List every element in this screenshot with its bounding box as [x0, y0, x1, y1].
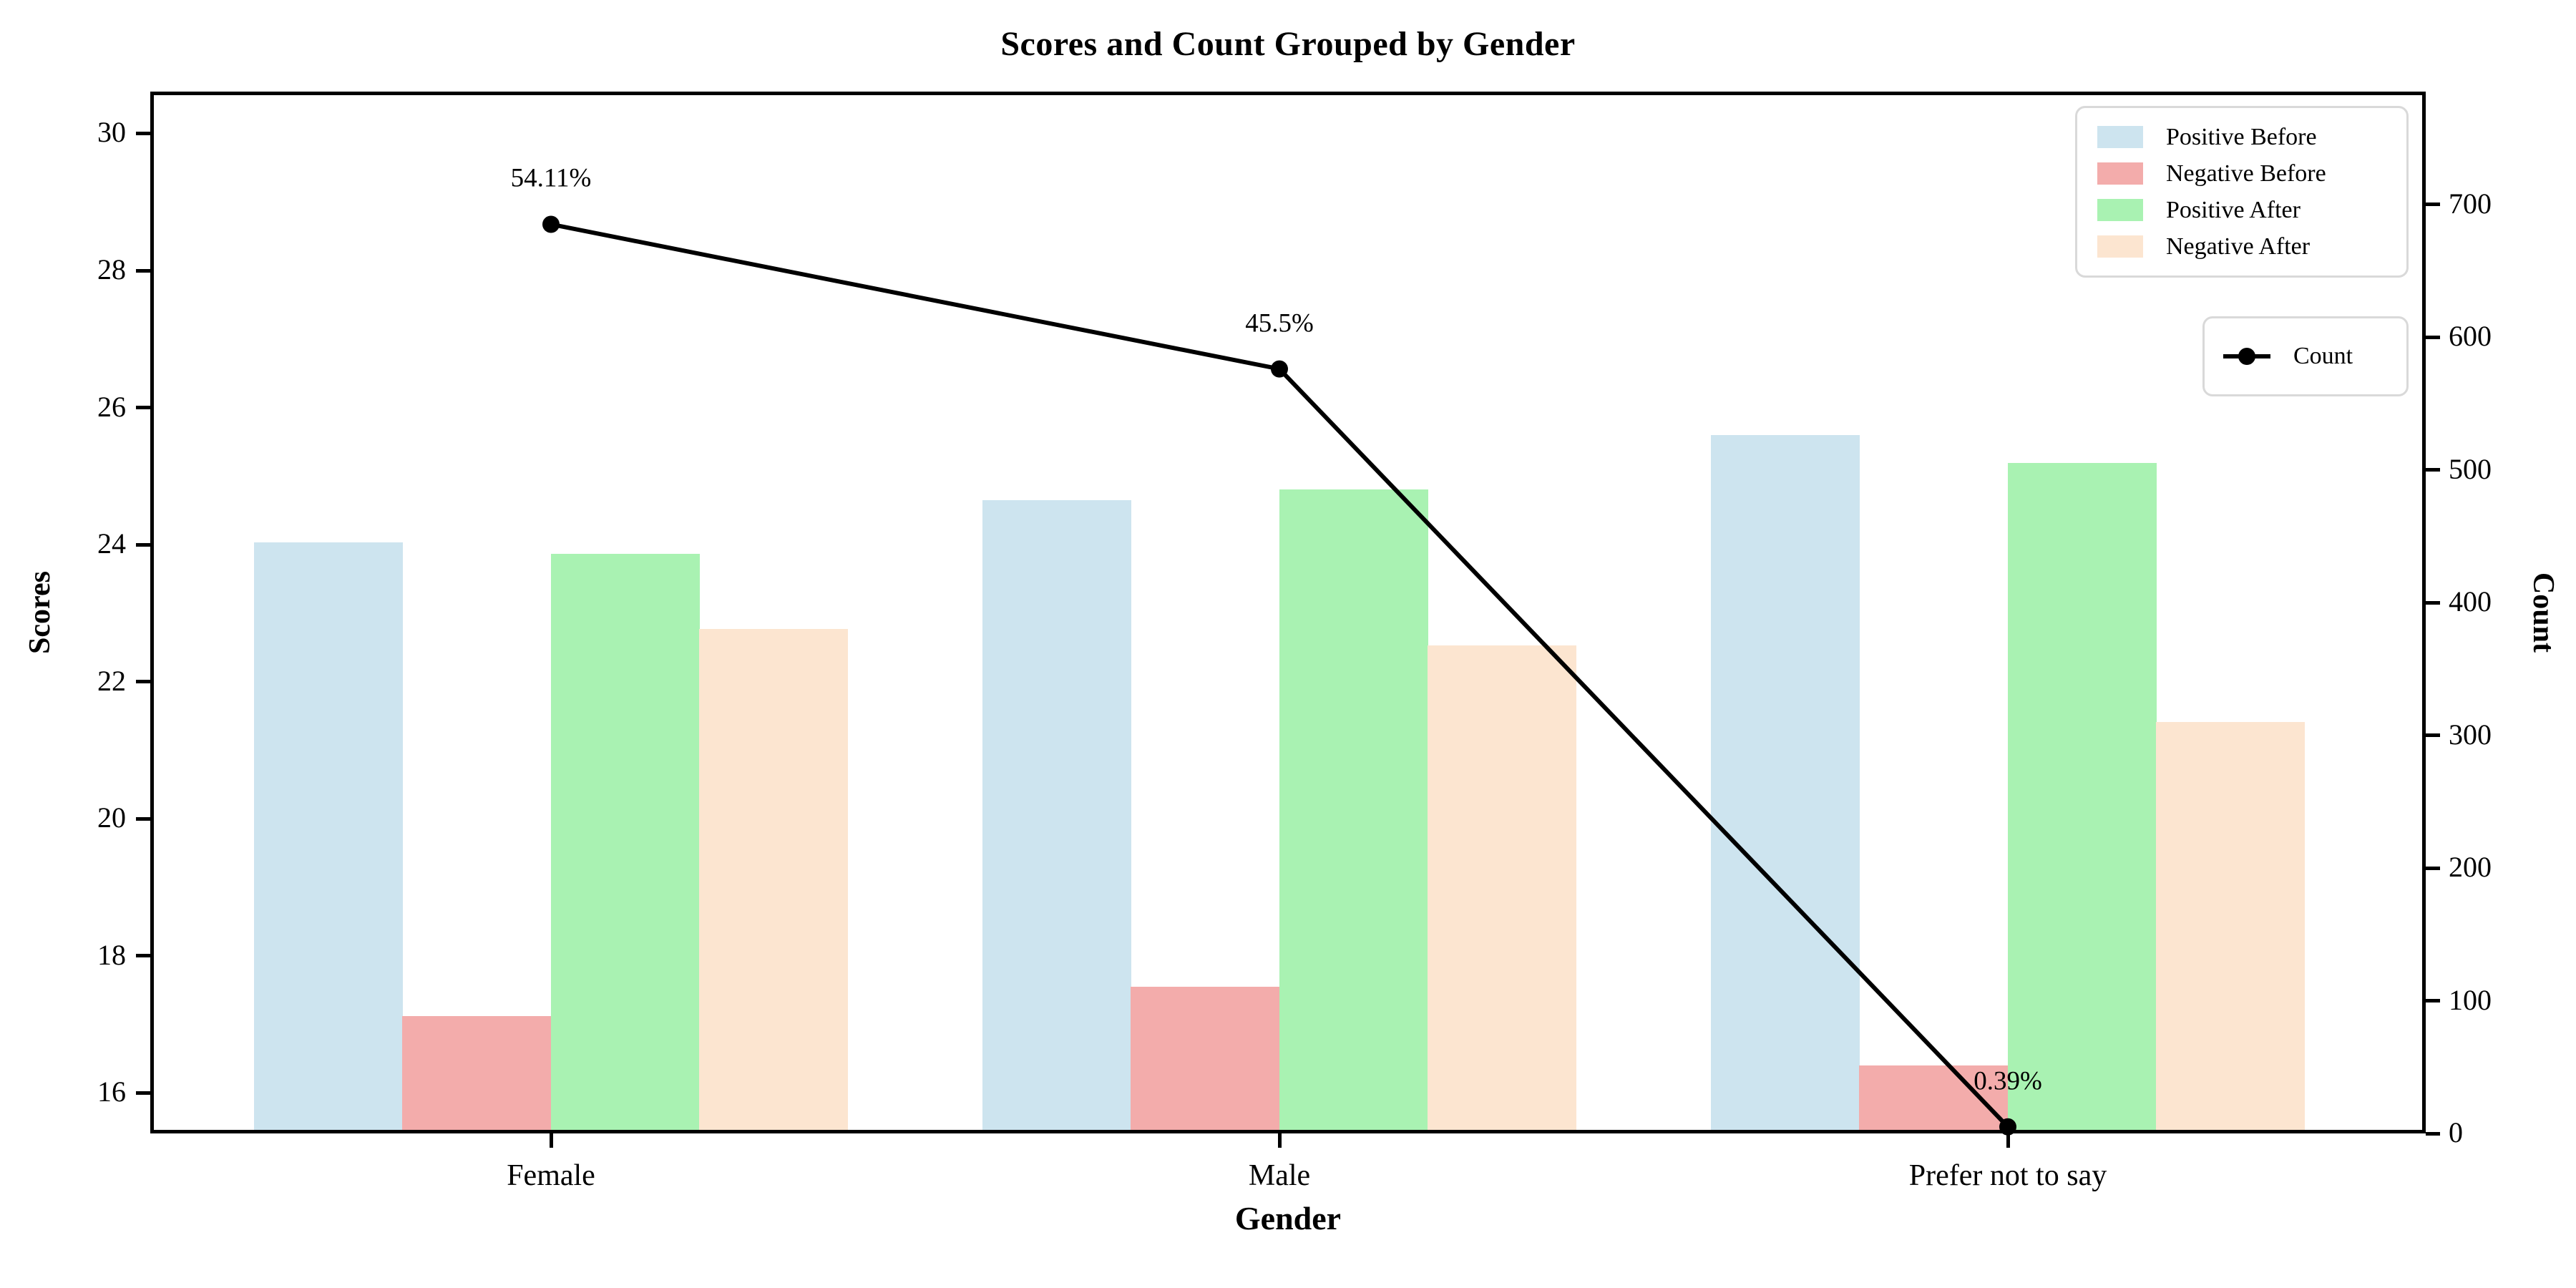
y-left-tick-label: 16 [97, 1075, 126, 1108]
y-axis-label-right: Count [2527, 572, 2560, 653]
bar-negative-after-prefer-not-to-say [2156, 722, 2305, 1133]
tick-mark [2426, 335, 2440, 339]
legend-label: Count [2293, 343, 2353, 369]
y-left-tick-label: 24 [97, 527, 126, 560]
legend-label: Negative After [2166, 233, 2311, 260]
legend-label: Positive Before [2166, 123, 2317, 150]
legend-item: Negative After [2097, 233, 2386, 260]
y-axis-label-left: Scores [24, 571, 57, 654]
tick-mark [136, 268, 150, 273]
y-left-tick-label: 18 [97, 938, 126, 971]
bar-positive-after-female [551, 553, 700, 1133]
count-point-label: 54.11% [510, 163, 592, 193]
y-right-tick-label: 600 [2449, 320, 2492, 353]
tick-mark [136, 406, 150, 410]
tick-mark [549, 1133, 553, 1148]
tick-mark [136, 816, 150, 821]
tick-mark [2426, 203, 2440, 207]
y-left-tick-label: 30 [97, 116, 126, 149]
y-right-tick-label: 100 [2449, 983, 2492, 1016]
x-tick-label: Female [507, 1159, 595, 1192]
bar-positive-before-female [254, 542, 403, 1133]
bar-negative-before-female [402, 1016, 551, 1133]
y-right-tick-label: 300 [2449, 718, 2492, 751]
y-left-tick-label: 28 [97, 253, 126, 286]
tick-mark [2426, 468, 2440, 472]
chart-title: Scores and Count Grouped by Gender [1000, 25, 1576, 63]
legend-item: Count [2223, 343, 2388, 370]
legend-item: Negative Before [2097, 160, 2386, 187]
tick-mark [2426, 1131, 2440, 1136]
legend-label: Positive After [2166, 196, 2301, 223]
bar-negative-before-male [1131, 987, 1279, 1133]
y-right-tick-label: 0 [2449, 1116, 2463, 1148]
tick-mark [136, 131, 150, 135]
tick-mark [2426, 733, 2440, 738]
legend-label: Negative Before [2166, 160, 2326, 187]
legend-item: Positive After [2097, 197, 2386, 224]
count-point-label: 45.5% [1245, 308, 1314, 338]
y-left-tick-label: 22 [97, 664, 126, 697]
legend-swatch-positive-before [2097, 126, 2143, 148]
y-right-tick-label: 200 [2449, 851, 2492, 884]
y-left-tick-label: 26 [97, 390, 126, 423]
tick-mark [2426, 600, 2440, 605]
bar-negative-after-male [1428, 645, 1576, 1133]
y-right-tick-label: 400 [2449, 585, 2492, 618]
legend-item: Positive Before [2097, 124, 2386, 151]
y-right-tick-label: 700 [2449, 187, 2492, 220]
y-right-tick-label: 500 [2449, 452, 2492, 485]
legend-line: Count [2202, 316, 2409, 396]
tick-mark [1277, 1133, 1282, 1148]
bar-positive-before-prefer-not-to-say [1711, 434, 1860, 1133]
tick-mark [2006, 1133, 2010, 1148]
y-left-tick-label: 20 [97, 801, 126, 834]
tick-mark [2426, 866, 2440, 870]
x-tick-label: Male [1248, 1159, 1311, 1192]
tick-mark [136, 954, 150, 958]
tick-mark [136, 1091, 150, 1095]
count-point-label: 0.39% [1974, 1066, 2042, 1096]
tick-mark [136, 542, 150, 547]
bar-negative-after-female [699, 628, 848, 1133]
bar-positive-after-prefer-not-to-say [2008, 463, 2157, 1133]
legend-line-sample [2223, 348, 2270, 365]
legend-swatch-negative-before [2097, 162, 2143, 185]
x-axis-label: Gender [1234, 1200, 1342, 1236]
bar-positive-after-male [1279, 489, 1428, 1133]
tick-mark [136, 680, 150, 684]
legend-swatch-negative-after [2097, 235, 2143, 258]
legend-bars: Positive Before Negative Before Positive A… [2075, 106, 2409, 278]
legend-swatch-positive-after [2097, 199, 2143, 221]
bar-positive-before-male [982, 499, 1131, 1133]
x-tick-label: Prefer not to say [1908, 1159, 2107, 1192]
tick-mark [2426, 999, 2440, 1003]
